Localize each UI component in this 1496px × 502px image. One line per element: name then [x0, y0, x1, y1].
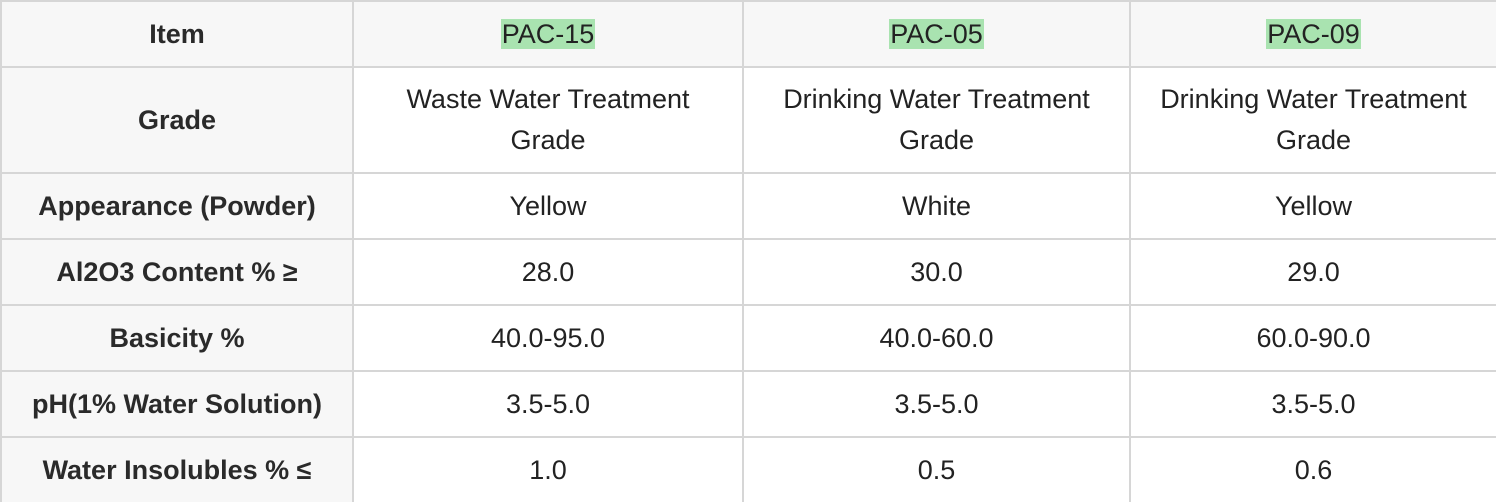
- table-cell: 0.5: [742, 436, 1131, 502]
- row-label: Appearance (Powder): [0, 172, 354, 240]
- product-name-highlight: PAC-15: [500, 18, 596, 49]
- table-cell: 3.5-5.0: [1129, 370, 1496, 438]
- table-cell: White: [742, 172, 1131, 240]
- table-cell: Yellow: [1129, 172, 1496, 240]
- row-label: pH(1% Water Solution): [0, 370, 354, 438]
- table-cell: Yellow: [352, 172, 744, 240]
- product-header-cell: PAC-05: [742, 0, 1131, 68]
- table-cell: Drinking Water Treatment Grade: [1129, 66, 1496, 174]
- product-header-cell: PAC-09: [1129, 0, 1496, 68]
- table-cell: 40.0-60.0: [742, 304, 1131, 372]
- table-row: Grade Waste Water Treatment Grade Drinki…: [0, 66, 1496, 174]
- row-label: Water Insolubles % ≤: [0, 436, 354, 502]
- table-cell: 60.0-90.0: [1129, 304, 1496, 372]
- row-label: Grade: [0, 66, 354, 174]
- table-cell: 3.5-5.0: [742, 370, 1131, 438]
- table-row: Water Insolubles % ≤ 1.0 0.5 0.6: [0, 436, 1496, 502]
- table-cell: 28.0: [352, 238, 744, 306]
- product-name-highlight: PAC-09: [1266, 18, 1361, 49]
- table-header-row: Item PAC-15 PAC-05 PAC-09: [0, 0, 1496, 68]
- product-name-highlight: PAC-05: [889, 18, 984, 49]
- table-cell: 40.0-95.0: [352, 304, 744, 372]
- table-row: Al2O3 Content % ≥ 28.0 30.0 29.0: [0, 238, 1496, 306]
- table-cell: 1.0: [352, 436, 744, 502]
- table-row: Appearance (Powder) Yellow White Yellow: [0, 172, 1496, 240]
- table-cell: 30.0: [742, 238, 1131, 306]
- item-header-cell: Item: [0, 0, 354, 68]
- table-cell: 3.5-5.0: [352, 370, 744, 438]
- product-header-cell: PAC-15: [352, 0, 744, 68]
- table-cell: 0.6: [1129, 436, 1496, 502]
- table-cell: Waste Water Treatment Grade: [352, 66, 744, 174]
- row-label: Basicity %: [0, 304, 354, 372]
- table-row: pH(1% Water Solution) 3.5-5.0 3.5-5.0 3.…: [0, 370, 1496, 438]
- table-cell: Drinking Water Treatment Grade: [742, 66, 1131, 174]
- table-row: Basicity % 40.0-95.0 40.0-60.0 60.0-90.0: [0, 304, 1496, 372]
- row-label: Al2O3 Content % ≥: [0, 238, 354, 306]
- table-cell: 29.0: [1129, 238, 1496, 306]
